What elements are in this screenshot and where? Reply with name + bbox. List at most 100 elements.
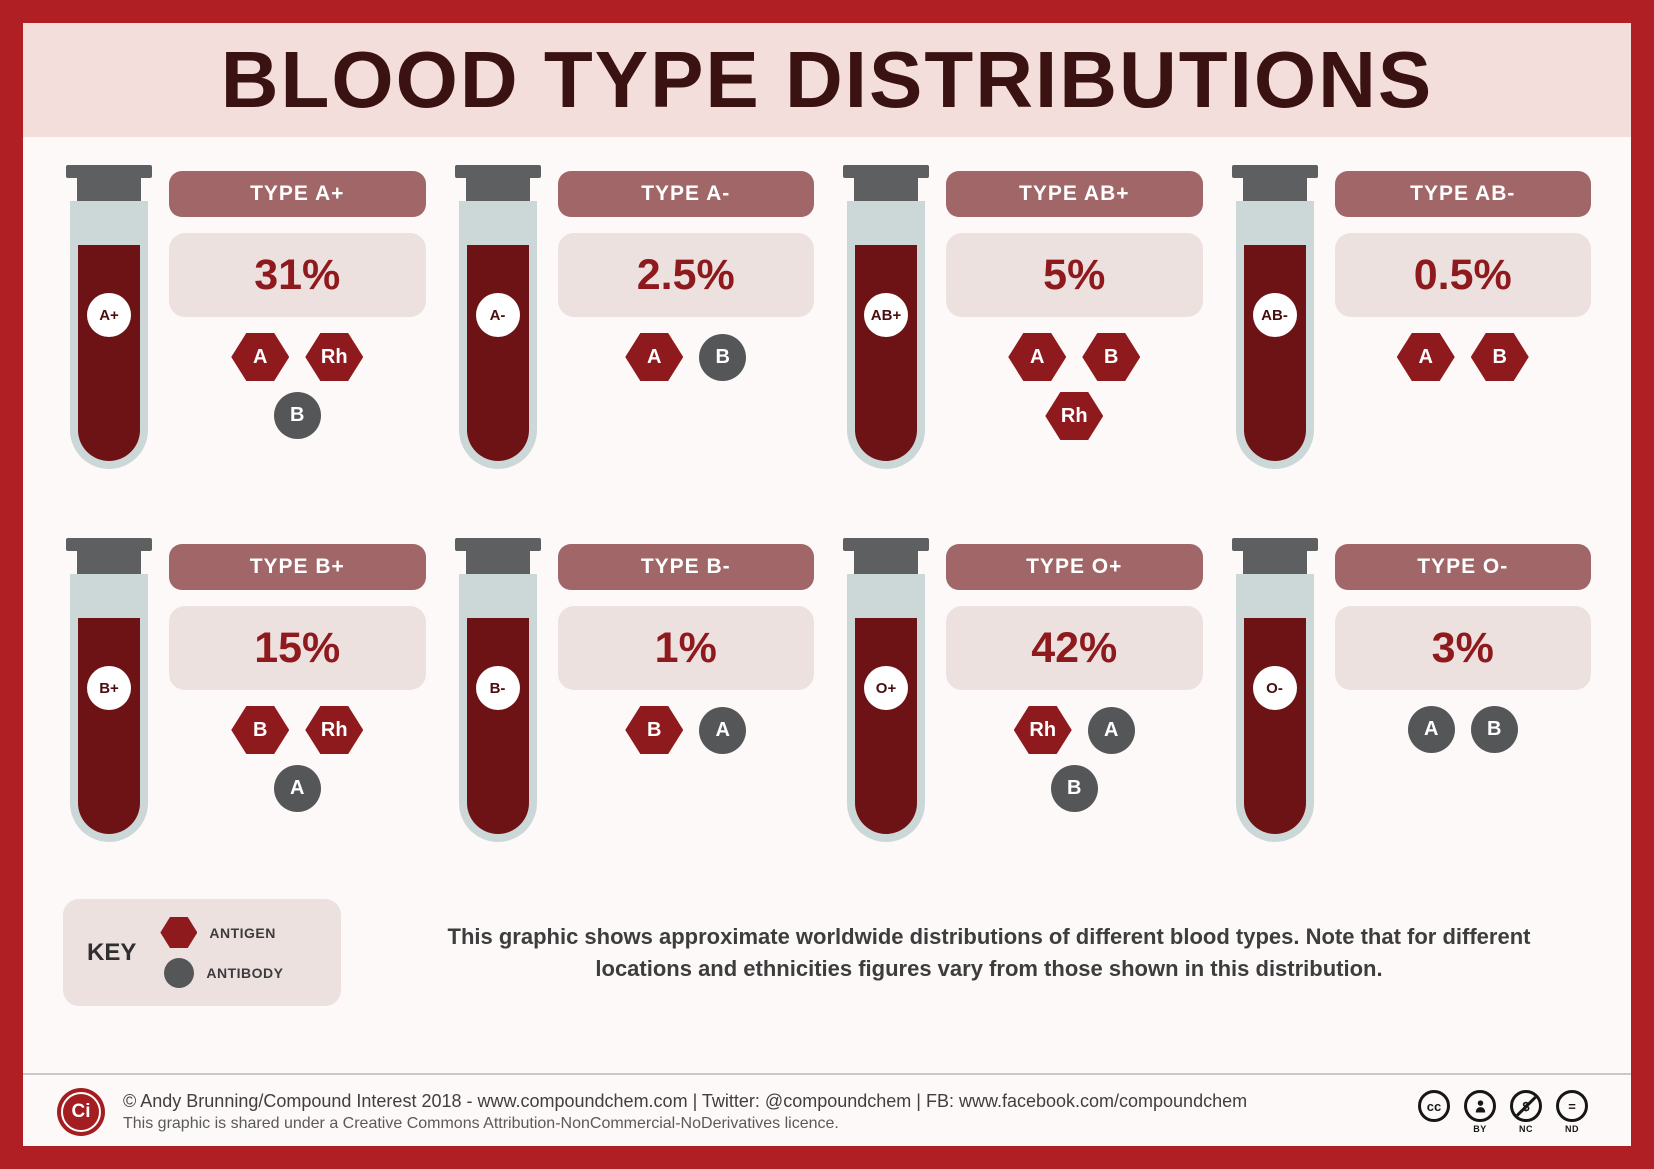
tube-cap-body [1242, 551, 1307, 576]
tube-glass: B+ [70, 574, 148, 842]
marker-row: B Rh [231, 706, 364, 754]
tube-cap-body [77, 178, 141, 203]
cc-by-label: BY [1473, 1124, 1487, 1134]
bottom-row: KEY ANTIGEN ANTIBODY This graphic shows … [63, 899, 1591, 1006]
marker-group: B Rh A [231, 706, 364, 812]
type-label: TYPE O+ [946, 544, 1203, 590]
marker-row: A Rh [231, 333, 364, 381]
percent-box: 1% [557, 606, 814, 690]
tube-cap-body [465, 551, 530, 576]
blood-type-card: AB- TYPE AB- 0.5% A B [1229, 165, 1591, 490]
test-tube-graphic: B- [452, 538, 544, 863]
tube-cap [843, 538, 929, 551]
tube-cap [454, 165, 541, 178]
cc-item: BY [1461, 1090, 1499, 1134]
ci-logo-text: Ci [61, 1092, 101, 1132]
antigen-hexagon: A [1396, 333, 1455, 381]
tube-label: O+ [864, 666, 908, 710]
antigen-hexagon: B [231, 706, 290, 754]
blood-type-card: A- TYPE A- 2.5% A B [452, 165, 814, 490]
poster-inner: BLOOD TYPE DISTRIBUTIONS A+ TYPE A+ 31% A Rh… [23, 23, 1631, 1146]
percent-value: 3% [1431, 623, 1494, 672]
antibody-circle: B [699, 333, 747, 381]
blood-fill [466, 245, 529, 461]
antibody-circle: A [699, 706, 747, 754]
header-band: BLOOD TYPE DISTRIBUTIONS [23, 23, 1631, 137]
percent-box: 5% [946, 233, 1203, 317]
cc-nd-icon: = [1556, 1090, 1588, 1122]
tube-cap-body [1242, 178, 1307, 203]
percent-value: 31% [254, 250, 341, 299]
percent-box: 3% [1334, 606, 1591, 690]
tube-glass: AB- [1235, 201, 1314, 469]
tube-label: A- [475, 293, 520, 337]
description-text: This graphic shows approximate worldwide… [447, 923, 1531, 981]
cc-nd-label: ND [1565, 1124, 1579, 1134]
antigen-hexagon: B [625, 706, 684, 754]
antigen-key-label: ANTIGEN [209, 924, 276, 941]
tube-glass: A- [458, 201, 537, 469]
equals-glyph: = [1568, 1098, 1576, 1114]
antigen-hexagon: A [625, 333, 684, 381]
key-item-antigen: ANTIGEN [160, 917, 283, 948]
cc-nc-icon: $ [1510, 1090, 1542, 1122]
card-info: TYPE B+ 15% B Rh A [169, 538, 426, 863]
blood-type-card: AB+ TYPE AB+ 5% A B Rh [840, 165, 1203, 490]
tube-label: B+ [87, 666, 131, 710]
tube-cap-body [77, 551, 141, 576]
person-icon [1475, 1099, 1485, 1112]
blood-fill [466, 618, 529, 834]
antigen-hexagon: A [1008, 333, 1067, 381]
percent-box: 42% [946, 606, 1203, 690]
tube-glass: O+ [847, 574, 925, 842]
tube-glass: O- [1235, 574, 1314, 842]
key-item-antibody: ANTIBODY [160, 958, 283, 988]
cc-item: = ND [1553, 1090, 1591, 1134]
test-tube-graphic: A- [452, 165, 544, 490]
blood-fill [855, 245, 917, 461]
blood-fill [1243, 618, 1306, 834]
percent-box: 31% [169, 233, 426, 317]
percent-value: 1% [654, 623, 717, 672]
tube-cap [1231, 165, 1318, 178]
blood-fill [78, 618, 140, 834]
type-label: TYPE B+ [169, 544, 426, 590]
tube-glass: B- [458, 574, 537, 842]
tube-label: AB+ [864, 293, 908, 337]
cc-item: cc [1415, 1090, 1453, 1122]
tube-cap-body [854, 551, 918, 576]
marker-group: A B Rh [1008, 333, 1141, 440]
tube-cap [843, 165, 929, 178]
test-tube-graphic: AB+ [840, 165, 932, 490]
type-label: TYPE A+ [169, 171, 426, 217]
percent-value: 5% [1043, 250, 1106, 299]
blood-type-card: B+ TYPE B+ 15% B Rh A [63, 538, 426, 863]
type-label: TYPE AB- [1334, 171, 1591, 217]
cc-licence-icons: cc BY $ NC = ND [1415, 1090, 1591, 1134]
antibody-key-label: ANTIBODY [206, 965, 284, 981]
marker-row: Rh [1045, 392, 1104, 440]
card-info: TYPE AB+ 5% A B Rh [946, 165, 1203, 490]
page-title: BLOOD TYPE DISTRIBUTIONS [220, 35, 1434, 124]
marker-row: B [1050, 765, 1098, 812]
tube-cap-body [465, 178, 530, 203]
card-info: TYPE A- 2.5% A B [557, 165, 814, 490]
marker-row: A [273, 765, 321, 812]
type-label: TYPE O- [1334, 544, 1591, 590]
percent-box: 2.5% [557, 233, 814, 317]
antigen-hexagon: B [1470, 333, 1529, 381]
antigen-hexagon-icon [160, 917, 198, 948]
tube-cap-body [854, 178, 918, 203]
card-info: TYPE O- 3% A B [1334, 538, 1591, 863]
blood-type-card: B- TYPE B- 1% B A [452, 538, 814, 863]
type-label: TYPE AB+ [946, 171, 1203, 217]
tube-label: A+ [87, 293, 131, 337]
